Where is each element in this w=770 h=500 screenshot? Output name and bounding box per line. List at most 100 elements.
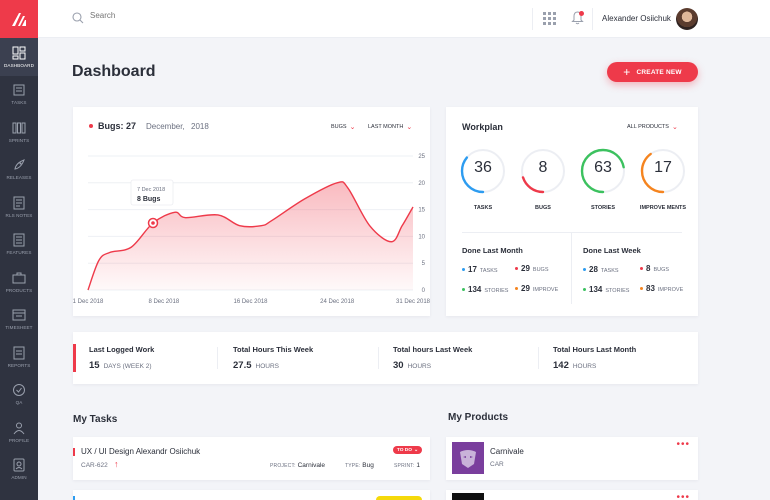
tasks-dot xyxy=(583,268,586,271)
stat-label: BUGS xyxy=(532,267,549,273)
done-last-month-title: Done Last Month xyxy=(462,246,523,255)
ring-label: IMPROVE MENTS xyxy=(639,205,687,211)
divider xyxy=(462,232,682,233)
dropdown-label: ALL PRODUCTS xyxy=(627,124,669,130)
sidebar: DASHBOARD TASKS SPRINTS RELEASES RLS NOTES FE… xyxy=(0,0,38,500)
stat-value: 29 xyxy=(521,284,530,293)
hours-title: Total Hours This Week xyxy=(233,345,314,354)
more-options-icon[interactable]: ••• xyxy=(676,492,690,500)
bugs-type-dropdown[interactable]: BUGS ⌄ xyxy=(331,123,356,131)
dashboard-icon xyxy=(12,46,26,60)
bugs-indicator-dot xyxy=(89,124,93,128)
hours-last-week: Total hours Last Week 30 HOURS xyxy=(393,345,472,371)
meta-value: 1 xyxy=(416,462,421,469)
divider xyxy=(532,8,533,30)
hours-this-week: Total Hours This Week 27.5 HOURS xyxy=(233,345,313,371)
apps-grid-icon[interactable] xyxy=(543,12,556,25)
stat-value: 134 xyxy=(468,285,482,294)
ring-label: TASKS xyxy=(473,205,493,211)
series-area xyxy=(88,181,413,290)
more-options-icon[interactable]: ••• xyxy=(676,439,690,450)
hours-value: 142 xyxy=(553,360,569,371)
features-icon xyxy=(13,233,25,247)
task-card[interactable]: UX / UI Design Alexandr Osiichuk TO DO ⌄… xyxy=(73,437,430,480)
products-dropdown[interactable]: ALL PRODUCTS ⌄ xyxy=(627,124,678,131)
stat-label: STORIES xyxy=(605,288,630,294)
create-new-label: CREATE NEW xyxy=(636,68,682,76)
hours-value: 27.5 xyxy=(233,360,252,371)
reports-icon xyxy=(13,346,25,360)
app-logo[interactable] xyxy=(0,0,38,38)
sidebar-item-releases[interactable]: RELEASES xyxy=(0,151,38,189)
sidebar-item-features[interactable]: FEATURES xyxy=(0,226,38,264)
divider xyxy=(592,8,593,30)
user-icon xyxy=(13,422,25,435)
check-circle-icon xyxy=(13,384,25,397)
bugs-dot xyxy=(515,267,518,270)
stat-label: TASKS xyxy=(600,268,619,274)
workplan-ring-stories[interactable]: 63 STORIES xyxy=(579,147,627,212)
create-new-button[interactable]: + CREATE NEW xyxy=(607,62,698,82)
dlw-tasks: 28 TASKS xyxy=(583,265,619,274)
hours-unit: HOURS xyxy=(407,363,432,370)
ring-value: 63 xyxy=(594,159,612,176)
sidebar-item-profile[interactable]: PROFILE xyxy=(0,413,38,451)
workplan-ring-bugs[interactable]: 8 BUGS xyxy=(519,147,567,212)
stat-value: 134 xyxy=(589,285,603,294)
chevron-down-icon: ⌄ xyxy=(349,123,356,131)
sidebar-item-tasks[interactable]: TASKS xyxy=(0,76,38,114)
workplan-title: Workplan xyxy=(462,122,503,132)
hours-title: Last Logged Work xyxy=(89,345,155,354)
my-products-title: My Products xyxy=(448,412,509,423)
sidebar-item-timesheet[interactable]: TIMESHEET xyxy=(0,301,38,339)
avatar[interactable] xyxy=(676,8,698,30)
x-tick-label: 31 Dec 2018 xyxy=(396,299,430,305)
product-card[interactable]: ••• xyxy=(446,490,698,500)
meta-value: Carnivale xyxy=(297,462,326,469)
stat-label: IMPROVE xyxy=(532,287,559,293)
ring-value: 17 xyxy=(654,159,672,176)
x-tick-label: 8 Dec 2018 xyxy=(148,299,179,305)
sidebar-item-label: RELEASES xyxy=(6,175,32,181)
tooltip-box xyxy=(130,179,174,206)
workplan-ring-improve[interactable]: 17 IMPROVE MENTS xyxy=(639,147,687,212)
status-badge[interactable] xyxy=(376,496,422,500)
task-name[interactable]: UX / UI Design Alexandr Osiichuk xyxy=(81,447,201,456)
product-name[interactable]: Carnivale xyxy=(490,447,524,456)
bugs-year: 2018 xyxy=(191,122,209,131)
sidebar-item-label: DASHBOARD xyxy=(4,62,34,68)
sidebar-item-dashboard[interactable]: DASHBOARD xyxy=(0,38,38,76)
ring-label: STORIES xyxy=(590,205,616,211)
workplan-ring-tasks[interactable]: 36 TASKS xyxy=(459,147,507,212)
search-icon[interactable] xyxy=(72,12,84,24)
stat-value: 83 xyxy=(646,284,655,293)
search-input[interactable] xyxy=(90,11,290,20)
status-label: TO DO xyxy=(396,447,412,453)
mask-icon xyxy=(460,450,476,468)
sidebar-item-label: TIMESHEET xyxy=(5,325,33,331)
sidebar-item-sprints[interactable]: SPRINTS xyxy=(0,113,38,151)
last-logged-work: Last Logged Work 15 DAYS (WEEK 2) xyxy=(89,345,154,371)
done-last-week-title: Done Last Week xyxy=(583,246,641,255)
y-tick-label: 5 xyxy=(422,261,426,267)
product-card[interactable]: Carnivale CAR ••• xyxy=(446,437,698,480)
ring-value: 36 xyxy=(474,159,492,176)
divider xyxy=(378,347,379,369)
sidebar-item-reports[interactable]: REPORTS xyxy=(0,338,38,376)
stories-dot xyxy=(462,288,465,291)
stat-label: BUGS xyxy=(653,267,670,273)
sidebar-item-label: RLS NOTES xyxy=(5,212,33,218)
status-badge[interactable]: TO DO ⌄ xyxy=(392,446,422,454)
logo-icon xyxy=(12,13,26,26)
y-tick-label: 10 xyxy=(418,234,425,240)
bugs-area-chart[interactable]: 0 5 10 15 20 25 1 Dec 2018 8 Dec 2018 16 Dec 201… xyxy=(73,107,430,316)
task-card[interactable] xyxy=(73,490,430,500)
sidebar-item-admin[interactable]: ADMIN xyxy=(0,451,38,489)
sidebar-item-products[interactable]: PRODUCTS xyxy=(0,263,38,301)
sidebar-item-rls-notes[interactable]: RLS NOTES xyxy=(0,188,38,226)
tooltip-date: 7 Dec 2018 xyxy=(137,187,165,193)
user-name[interactable]: Alexander Osiichuk xyxy=(602,14,671,23)
date-range-dropdown[interactable]: LAST MONTH ⌄ xyxy=(368,124,412,131)
sidebar-item-label: TASKS xyxy=(11,100,27,106)
sidebar-item-qa[interactable]: QA xyxy=(0,376,38,414)
